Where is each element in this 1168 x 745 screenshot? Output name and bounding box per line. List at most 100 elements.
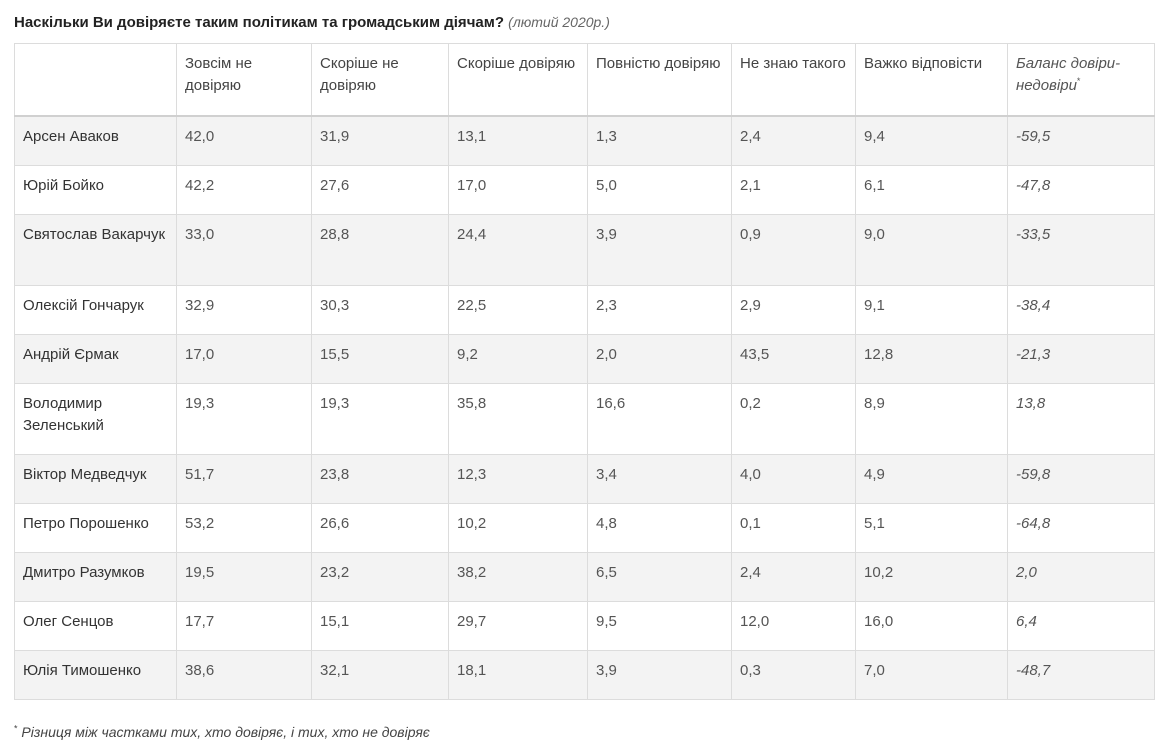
table-row: Юлія Тимошенко 38,6 32,1 18,1 3,9 0,3 7,0 -48,7 [14,650,1155,700]
footnote-marker: * [1076,76,1081,86]
cell-dont-know: 0,9 [731,214,856,286]
header-name-column [14,43,177,117]
cell-rather-trust: 10,2 [448,503,588,553]
cell-hard-to-say: 9,0 [855,214,1008,286]
cell-hard-to-say: 10,2 [855,552,1008,602]
cell-not-trust-at-all: 42,2 [176,165,312,215]
cell-trust-balance: -33,5 [1007,214,1155,286]
table-row: Віктор Медведчук 51,7 23,8 12,3 3,4 4,0 4,9 -59… [14,454,1155,504]
cell-dont-know: 2,9 [731,285,856,335]
cell-dont-know: 2,1 [731,165,856,215]
cell-dont-know: 12,0 [731,601,856,651]
cell-rather-trust: 22,5 [448,285,588,335]
politician-name: Юрій Бойко [14,165,177,215]
politician-name: Андрій Єрмак [14,334,177,384]
cell-trust-balance: -64,8 [1007,503,1155,553]
cell-fully-trust: 3,9 [587,214,732,286]
cell-rather-not-trust: 19,3 [311,383,449,455]
cell-not-trust-at-all: 17,7 [176,601,312,651]
politician-name: Петро Порошенко [14,503,177,553]
cell-rather-trust: 13,1 [448,115,588,166]
cell-rather-trust: 29,7 [448,601,588,651]
cell-trust-balance: 2,0 [1007,552,1155,602]
cell-rather-not-trust: 27,6 [311,165,449,215]
header-trust-balance: Баланс довіри-недовіри* [1007,43,1155,117]
table-row: Святослав Вакарчук 33,0 28,8 24,4 3,9 0,9 9,0-… [14,214,1155,286]
cell-rather-trust: 38,2 [448,552,588,602]
cell-trust-balance: -59,5 [1007,115,1155,166]
cell-fully-trust: 9,5 [587,601,732,651]
politician-name: Святослав Вакарчук [14,214,177,286]
title-date: (лютий 2020р.) [508,14,610,30]
table-body: Арсен Аваков 42,0 31,9 13,1 1,3 2,4 9,4 -59,5 Юр… [14,115,1155,700]
trust-table: Зовсім не довіряю Скоріше не довіряю Ско… [14,43,1155,700]
cell-not-trust-at-all: 32,9 [176,285,312,335]
cell-not-trust-at-all: 38,6 [176,650,312,700]
cell-not-trust-at-all: 19,3 [176,383,312,455]
cell-rather-not-trust: 26,6 [311,503,449,553]
cell-fully-trust: 2,0 [587,334,732,384]
cell-dont-know: 0,3 [731,650,856,700]
cell-rather-trust: 35,8 [448,383,588,455]
cell-hard-to-say: 5,1 [855,503,1008,553]
politician-name: Володимир Зеленський [14,383,177,455]
cell-fully-trust: 2,3 [587,285,732,335]
cell-fully-trust: 3,4 [587,454,732,504]
header-hard-to-say: Важко відповісти [855,43,1008,117]
cell-rather-trust: 18,1 [448,650,588,700]
cell-fully-trust: 3,9 [587,650,732,700]
footnote-text: Різниця між частками тих, хто довіряє, і… [21,724,430,740]
cell-fully-trust: 4,8 [587,503,732,553]
cell-dont-know: 43,5 [731,334,856,384]
table-row: Юрій Бойко 42,2 27,6 17,0 5,0 2,1 6,1 -47,8 [14,165,1155,215]
cell-hard-to-say: 8,9 [855,383,1008,455]
cell-rather-not-trust: 32,1 [311,650,449,700]
cell-hard-to-say: 12,8 [855,334,1008,384]
cell-trust-balance: -47,8 [1007,165,1155,215]
cell-trust-balance: -21,3 [1007,334,1155,384]
table-row: Олег Сенцов 17,7 15,1 29,7 9,5 12,0 16,0 6,4 [14,601,1155,651]
politician-name: Олексій Гончарук [14,285,177,335]
cell-rather-not-trust: 28,8 [311,214,449,286]
header-row: Зовсім не довіряю Скоріше не довіряю Ско… [14,43,1155,117]
cell-hard-to-say: 16,0 [855,601,1008,651]
cell-rather-not-trust: 30,3 [311,285,449,335]
cell-fully-trust: 16,6 [587,383,732,455]
table-row: Арсен Аваков 42,0 31,9 13,1 1,3 2,4 9,4 -59,5 [14,115,1155,166]
header-fully-trust: Повністю довіряю [587,43,732,117]
table-row: Володимир Зеленський 19,3 19,3 35,8 16,6 0,2 8… [14,383,1155,455]
table-row: Олексій Гончарук 32,9 30,3 22,5 2,3 2,9 9,1 -38… [14,285,1155,335]
cell-hard-to-say: 4,9 [855,454,1008,504]
cell-trust-balance: 13,8 [1007,383,1155,455]
cell-rather-not-trust: 23,2 [311,552,449,602]
politician-name: Дмитро Разумков [14,552,177,602]
header-rather-not-trust: Скоріше не довіряю [311,43,449,117]
header-dont-know: Не знаю такого [731,43,856,117]
cell-rather-trust: 24,4 [448,214,588,286]
cell-hard-to-say: 6,1 [855,165,1008,215]
cell-fully-trust: 1,3 [587,115,732,166]
cell-trust-balance: -59,8 [1007,454,1155,504]
cell-fully-trust: 5,0 [587,165,732,215]
politician-name: Олег Сенцов [14,601,177,651]
cell-trust-balance: -48,7 [1007,650,1155,700]
header-not-trust-at-all: Зовсім не довіряю [176,43,312,117]
cell-not-trust-at-all: 53,2 [176,503,312,553]
cell-rather-trust: 17,0 [448,165,588,215]
politician-name: Арсен Аваков [14,115,177,166]
cell-not-trust-at-all: 51,7 [176,454,312,504]
title-main: Наскільки Ви довіряєте таким політикам т… [14,14,504,31]
table-row: Дмитро Разумков 19,5 23,2 38,2 6,5 2,4 10,2 2,0 [14,552,1155,602]
cell-dont-know: 0,1 [731,503,856,553]
cell-rather-not-trust: 15,1 [311,601,449,651]
cell-hard-to-say: 7,0 [855,650,1008,700]
cell-trust-balance: -38,4 [1007,285,1155,335]
cell-rather-trust: 12,3 [448,454,588,504]
cell-not-trust-at-all: 33,0 [176,214,312,286]
footnote-marker: * [14,723,18,734]
cell-rather-trust: 9,2 [448,334,588,384]
cell-dont-know: 2,4 [731,115,856,166]
cell-hard-to-say: 9,4 [855,115,1008,166]
politician-name: Віктор Медведчук [14,454,177,504]
cell-rather-not-trust: 15,5 [311,334,449,384]
